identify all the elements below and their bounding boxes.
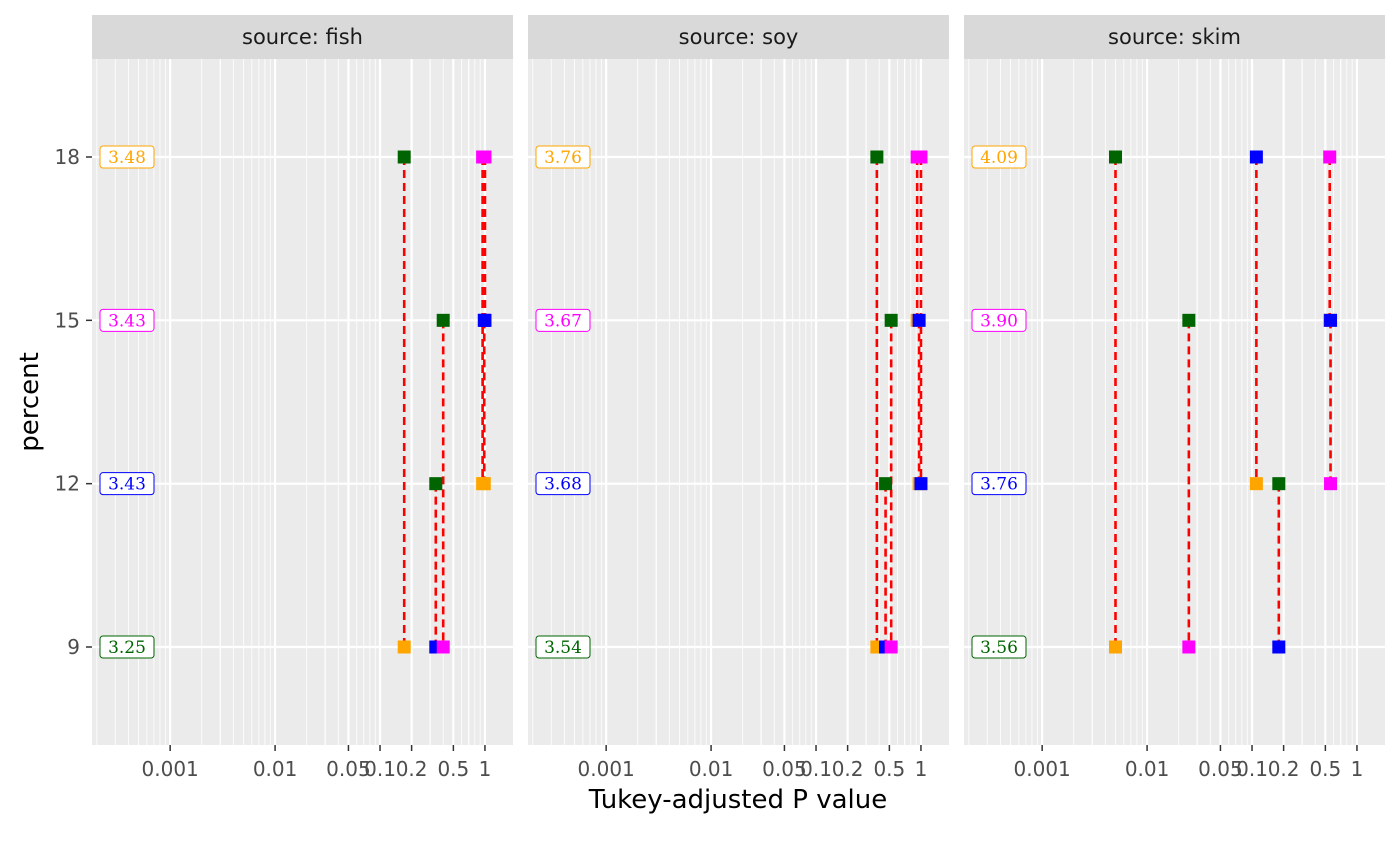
estimate-label-box [535,635,591,659]
estimate-label-box [535,308,591,332]
x-tick-label: 1 [915,757,928,781]
estimate-label: 3.76 [544,148,582,168]
comparison-endpoint-marker [397,640,411,654]
estimate-label-box [99,635,155,659]
comparison-endpoint-marker [436,313,450,327]
minor-gridlines [968,59,1353,745]
estimate-label: 3.67 [544,311,582,331]
x-tick-label: 0.01 [1125,757,1170,781]
minor-gridlines [96,59,481,745]
facet-strip [92,15,513,59]
x-tick-label: 0.5 [437,757,469,781]
y-axis-title: percent [15,352,45,452]
estimate-label: 3.76 [980,475,1018,495]
x-tick-label: 0.01 [689,757,734,781]
comparison-endpoint-marker [478,150,492,164]
estimate-label: 4.09 [980,148,1018,168]
estimate-label-box [535,472,591,496]
estimate-label-box [971,635,1027,659]
comparison-endpoint-marker [397,150,411,164]
x-tick-label: 0.2 [396,757,428,781]
estimate-label: 3.43 [108,311,146,331]
y-tick-label: 12 [55,472,80,496]
facet-panel-2: source: skim 0.001 0.01 0.050.1 0.2 0.5 1 4.09 3… [964,15,1385,781]
facet-panel-0: source: fish 0.001 0.01 0.050.1 0.2 0.5 1 3.48 3… [92,15,513,781]
comparison-endpoint-marker [1324,313,1338,327]
estimate-label-box [535,145,591,169]
comparison-endpoint-marker [1249,150,1263,164]
x-tick-label: 0.2 [1268,757,1300,781]
comparisons [397,150,492,654]
comparison-endpoint-marker [1108,640,1122,654]
x-tick-label: 0.1 [364,757,396,781]
facet-strip [964,15,1385,59]
x-tick-label: 0.05 [326,757,371,781]
comparison-endpoint-marker [1182,313,1196,327]
x-tick-label: 0.5 [873,757,905,781]
y-axis: 9 12 15 18 [55,145,92,659]
estimate-label: 3.48 [108,148,146,168]
facet-strip-label: source: fish [242,25,363,49]
facet-strip-label: source: skim [1108,25,1241,49]
comparison-endpoint-marker [1323,150,1337,164]
estimate-label: 3.54 [544,638,582,658]
comparison-endpoint-marker [478,313,492,327]
x-tick-label: 0.001 [578,757,635,781]
facet-panel-1: source: soy 0.001 0.01 0.050.1 0.2 0.5 1 3.76 3.… [528,15,949,781]
x-tick-label: 0.01 [253,757,298,781]
estimate-label: 3.90 [980,311,1018,331]
plot-background [964,59,1385,745]
comparison-endpoint-marker [1108,150,1122,164]
estimate-label: 3.68 [544,475,582,495]
x-tick-label: 0.001 [142,757,199,781]
estimate-label: 3.43 [108,475,146,495]
comparison-endpoint-marker [1272,477,1286,491]
estimate-label-box [971,472,1027,496]
comparison-endpoint-marker [912,313,926,327]
estimate-label-box [99,145,155,169]
comparisons [1108,150,1338,654]
comparison-endpoint-marker [884,313,898,327]
comparison-endpoint-marker [429,477,443,491]
x-tick-label: 0.1 [800,757,832,781]
comparison-endpoint-marker [1249,477,1263,491]
x-tick-label: 0.1 [1236,757,1268,781]
comparison-endpoint-marker [436,640,450,654]
y-tick-label: 9 [67,635,80,659]
facet-strip [528,15,949,59]
x-tick-label: 1 [1351,757,1364,781]
x-tick-label: 0.001 [1014,757,1071,781]
comparison-endpoint-marker [1182,640,1196,654]
minor-gridlines [532,59,917,745]
y-tick-label: 15 [55,308,80,332]
x-tick-label: 0.05 [1198,757,1243,781]
estimate-label-box [971,308,1027,332]
x-axis-title: Tukey-adjusted P value [588,785,887,815]
x-tick-label: 0.05 [762,757,807,781]
estimate-label: 3.25 [108,638,146,658]
comparison-endpoint-marker [884,640,898,654]
comparison-endpoint-marker [914,150,928,164]
comparison-endpoint-marker [1324,477,1338,491]
comparison-endpoint-marker [914,477,928,491]
estimate-label-box [99,308,155,332]
x-tick-label: 1 [479,757,492,781]
plot-background [92,59,513,745]
x-tick-label: 0.5 [1309,757,1341,781]
comparison-endpoint-marker [879,477,893,491]
x-tick-label: 0.2 [832,757,864,781]
comparisons [870,150,928,654]
y-tick-label: 18 [55,145,80,169]
estimate-label-box [99,472,155,496]
comparison-endpoint-marker [870,150,884,164]
facet-strip-label: source: soy [679,25,799,49]
comparison-endpoint-marker [1272,640,1286,654]
estimate-label: 3.56 [980,638,1018,658]
comparison-endpoint-marker [477,477,491,491]
estimate-label-box [971,145,1027,169]
